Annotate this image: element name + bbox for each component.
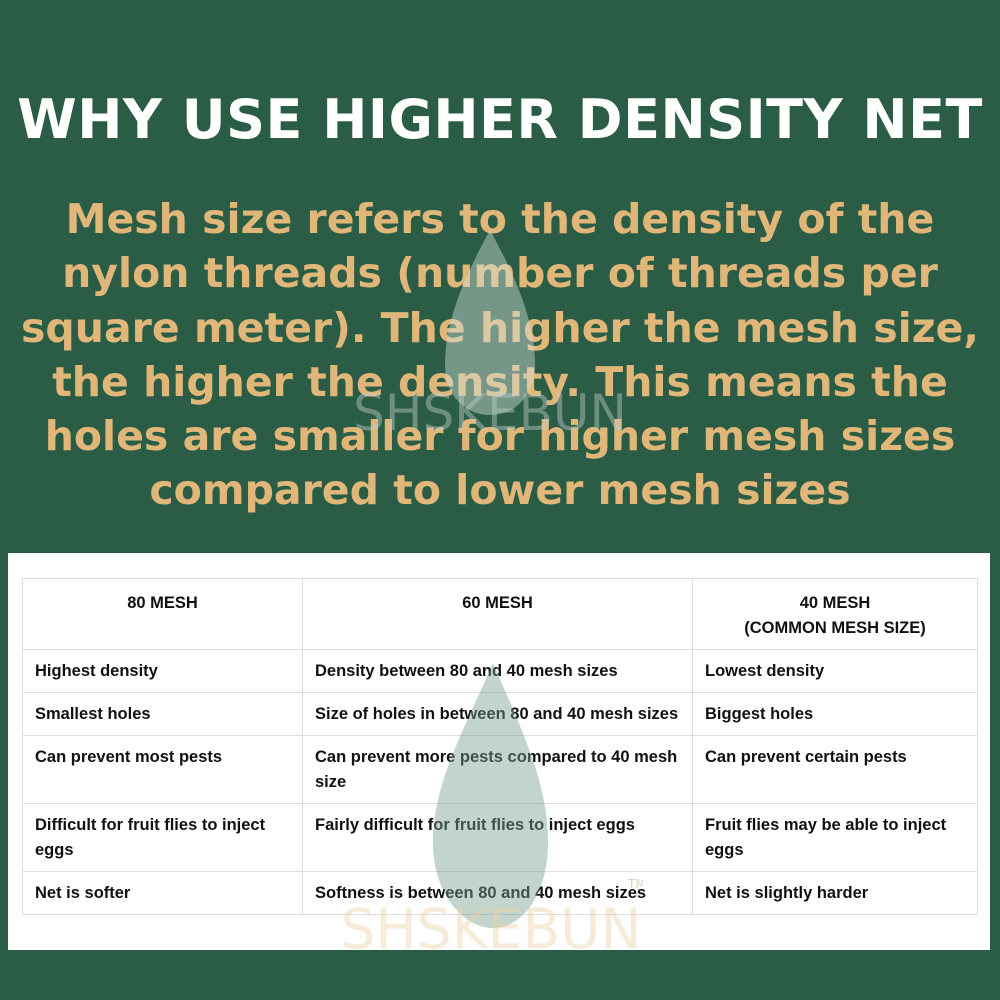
comparison-panel: 80 MESH 60 MESH 40 MESH (COMMON MESH SIZE) … <box>8 553 990 953</box>
table-cell: Can prevent more pests compared to 40 me… <box>302 735 693 804</box>
column-header: 80 MESH <box>22 578 303 650</box>
table-cell: Smallest holes <box>22 692 303 736</box>
table-row: Can prevent most pests Can prevent more p… <box>22 735 978 804</box>
description-text: Mesh size refers to the density of the n… <box>21 195 979 515</box>
table-cell: Net is softer <box>22 871 303 915</box>
table-cell: Lowest density <box>692 649 978 693</box>
table-cell: Net is slightly harder <box>692 871 978 915</box>
table-cell: Fruit flies may be able to inject eggs <box>692 803 978 872</box>
table-cell: Biggest holes <box>692 692 978 736</box>
column-header-line: 80 MESH <box>127 594 198 612</box>
column-header-line: 60 MESH <box>462 594 533 612</box>
page-title: WHY USE HIGHER DENSITY NET <box>17 88 983 151</box>
table-cell: Size of holes in between 80 and 40 mesh … <box>302 692 693 736</box>
table-row: Net is softer Softness is between 80 and … <box>22 871 978 915</box>
column-header-line: (COMMON MESH SIZE) <box>744 619 926 637</box>
table-cell: Fairly difficult for fruit flies to inje… <box>302 803 693 872</box>
table-cell: Softness is between 80 and 40 mesh sizes <box>302 871 693 915</box>
table-row: Highest density Density between 80 and 40… <box>22 649 978 693</box>
table-cell: Difficult for fruit flies to inject eggs <box>22 803 303 872</box>
table-cell: Density between 80 and 40 mesh sizes <box>302 649 693 693</box>
table-row: Difficult for fruit flies to inject eggs… <box>22 803 978 872</box>
column-header: 60 MESH <box>302 578 693 650</box>
column-header: 40 MESH (COMMON MESH SIZE) <box>692 578 978 650</box>
table-cell: Can prevent certain pests <box>692 735 978 804</box>
mesh-comparison-table: 80 MESH 60 MESH 40 MESH (COMMON MESH SIZE) … <box>22 578 978 915</box>
table-row: Smallest holes Size of holes in between 8… <box>22 692 978 736</box>
table-cell: Highest density <box>22 649 303 693</box>
table-cell: Can prevent most pests <box>22 735 303 804</box>
column-header-line: 40 MESH <box>799 594 871 612</box>
